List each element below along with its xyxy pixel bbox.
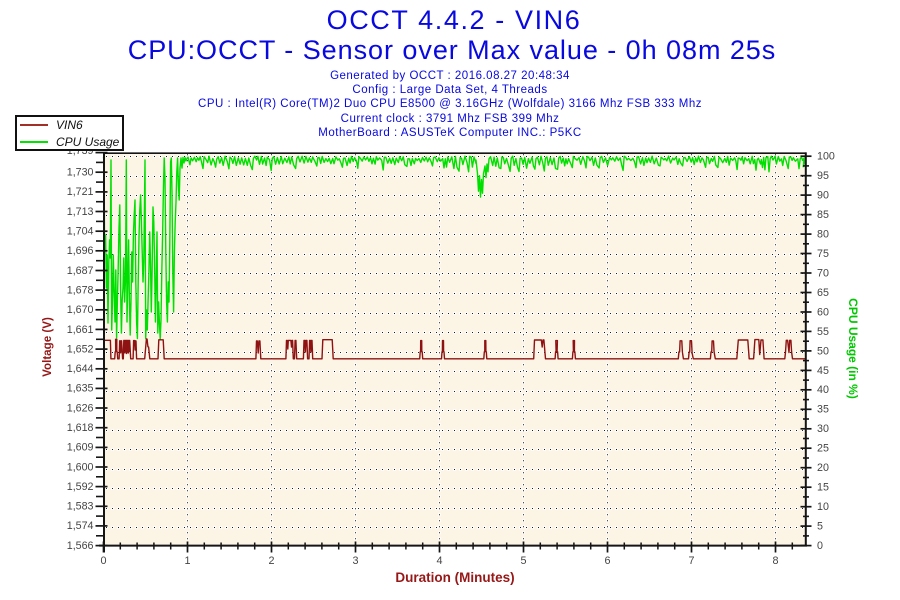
svg-text:1,670: 1,670 xyxy=(67,304,94,316)
svg-text:90: 90 xyxy=(817,190,829,202)
svg-text:10: 10 xyxy=(817,501,829,513)
svg-text:35: 35 xyxy=(817,404,829,416)
svg-text:1,583: 1,583 xyxy=(67,501,94,513)
svg-text:1,566: 1,566 xyxy=(67,540,94,552)
svg-text:2: 2 xyxy=(268,555,274,567)
svg-text:30: 30 xyxy=(817,423,829,435)
svg-text:60: 60 xyxy=(817,306,829,318)
svg-text:40: 40 xyxy=(817,384,829,396)
svg-text:70: 70 xyxy=(817,267,829,279)
svg-text:1,652: 1,652 xyxy=(67,343,94,355)
svg-text:100: 100 xyxy=(817,151,835,163)
svg-text:55: 55 xyxy=(817,326,829,338)
svg-text:1,713: 1,713 xyxy=(67,206,94,218)
svg-text:0: 0 xyxy=(100,555,106,567)
svg-text:1,626: 1,626 xyxy=(67,402,94,414)
svg-text:25: 25 xyxy=(817,443,829,455)
svg-text:5: 5 xyxy=(520,555,526,567)
svg-text:1,696: 1,696 xyxy=(67,245,94,257)
svg-text:75: 75 xyxy=(817,248,829,260)
svg-text:1,609: 1,609 xyxy=(67,442,94,454)
svg-text:7: 7 xyxy=(688,555,694,567)
svg-text:1,600: 1,600 xyxy=(67,461,94,473)
svg-text:80: 80 xyxy=(817,229,829,241)
svg-text:95: 95 xyxy=(817,170,829,182)
svg-text:1,592: 1,592 xyxy=(67,481,94,493)
svg-text:1,635: 1,635 xyxy=(67,383,94,395)
svg-text:65: 65 xyxy=(817,287,829,299)
svg-text:Duration (Minutes): Duration (Minutes) xyxy=(395,570,514,585)
svg-text:15: 15 xyxy=(817,482,829,494)
svg-text:1,687: 1,687 xyxy=(67,265,94,277)
svg-text:1,704: 1,704 xyxy=(67,226,94,238)
svg-text:1,730: 1,730 xyxy=(67,167,94,179)
svg-text:1,678: 1,678 xyxy=(67,284,94,296)
svg-text:8: 8 xyxy=(772,555,778,567)
svg-text:1,618: 1,618 xyxy=(67,422,94,434)
svg-text:CPU Usage (in %): CPU Usage (in %) xyxy=(846,298,860,399)
svg-text:3: 3 xyxy=(352,555,358,567)
svg-text:1,574: 1,574 xyxy=(67,520,94,532)
svg-text:1: 1 xyxy=(184,555,190,567)
svg-text:1,644: 1,644 xyxy=(67,363,94,375)
svg-text:6: 6 xyxy=(604,555,610,567)
svg-text:0: 0 xyxy=(817,540,823,552)
svg-text:1,661: 1,661 xyxy=(67,324,94,336)
svg-text:Voltage (V): Voltage (V) xyxy=(41,317,54,377)
svg-text:4: 4 xyxy=(436,555,442,567)
svg-text:5: 5 xyxy=(817,521,823,533)
svg-text:85: 85 xyxy=(817,209,829,221)
svg-text:45: 45 xyxy=(817,365,829,377)
svg-text:20: 20 xyxy=(817,462,829,474)
svg-text:50: 50 xyxy=(817,345,829,357)
svg-text:1,721: 1,721 xyxy=(67,186,94,198)
